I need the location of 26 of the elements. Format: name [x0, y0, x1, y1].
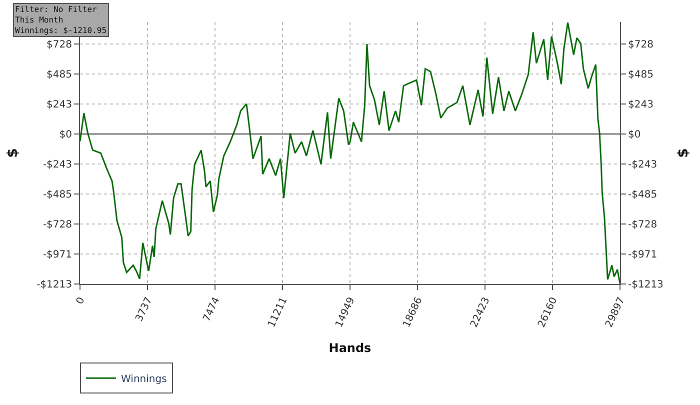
x-axis-title: Hands	[328, 341, 372, 356]
y2-tick-label: -$485	[628, 189, 658, 200]
y2-axis-title: $	[676, 148, 692, 158]
y2-tick-label: $728	[628, 39, 654, 50]
legend-label: Winnings	[121, 374, 167, 385]
y2-tick-label: -$971	[628, 250, 658, 261]
y-tick-label: $243	[46, 99, 72, 110]
y2-tick-label: -$728	[628, 220, 658, 230]
y2-tick-label: $243	[628, 99, 654, 110]
y2-tick-label: -$1213	[628, 280, 664, 290]
x-tick-label: 7474	[202, 296, 222, 324]
y-tick-label: $728	[46, 39, 72, 50]
y-tick-label: -$243	[42, 160, 72, 171]
y-tick-label: -$1213	[36, 280, 72, 290]
y-tick-label: $485	[46, 69, 72, 80]
y-tick-label: -$485	[42, 189, 72, 200]
y-axis-title: $	[5, 148, 22, 158]
y2-tick-label: $485	[628, 69, 654, 80]
annotation: Filter: No Filter This Month Winnings: $-1210.95	[15, 5, 107, 35]
y-tick-label: -$728	[42, 220, 72, 230]
y2-tick-label: $0	[628, 129, 641, 140]
x-tick-label: 0	[74, 296, 88, 306]
x-tick-label: 3737	[134, 296, 155, 324]
y2-tick-label: -$243	[628, 160, 658, 171]
y-tick-label: -$971	[42, 250, 72, 261]
y-tick-label: $0	[59, 129, 72, 140]
